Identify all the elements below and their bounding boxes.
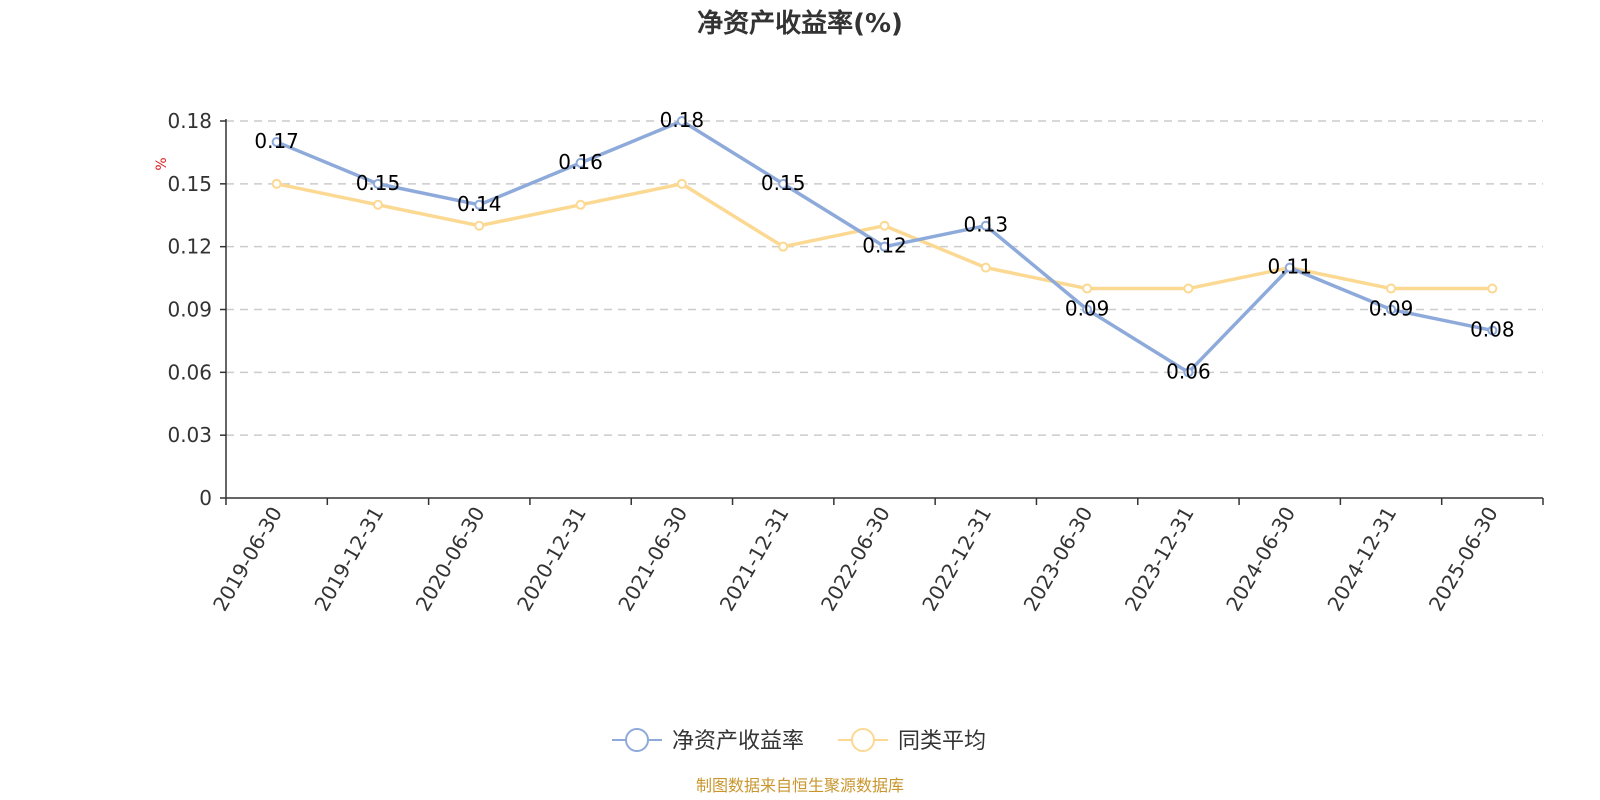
data-label: 0.17 [254,129,299,153]
series-point[interactable] [778,241,789,252]
x-tick-label: 2022-06-30 [816,503,895,616]
data-labels: 0.17 0.15 0.14 0.16 0.18 0.15 0.12 0.13 0.09 0.06… [254,108,1514,383]
series-lines [271,116,1498,378]
legend-item-1[interactable]: 同类平均 [838,728,986,754]
series-point[interactable] [1082,304,1093,315]
series-point[interactable] [372,178,383,189]
legend-marker [625,728,649,752]
series-point[interactable] [879,241,890,252]
data-label: 0.15 [356,171,401,195]
y-tick-label: 0 [199,486,212,510]
data-label: 0.12 [862,234,907,258]
series-point[interactable] [575,157,586,168]
legend[interactable]: 净资产收益率 同类平均 [612,728,986,754]
series-point[interactable] [980,220,991,231]
series-point[interactable] [980,262,991,273]
x-tick-label: 2024-12-31 [1322,503,1401,616]
series-point[interactable] [1183,283,1194,294]
series-point[interactable] [1386,283,1397,294]
y-tick-label: 0.03 [167,423,212,447]
series-point[interactable] [474,199,485,210]
y-tick-label: 0.06 [167,360,212,384]
series-point[interactable] [1284,262,1295,273]
series-point[interactable] [676,178,687,189]
series-point[interactable] [575,199,586,210]
x-tick-label: 2025-06-30 [1424,503,1503,616]
legend-item-0[interactable]: 净资产收益率 [612,728,804,754]
series-point[interactable] [1487,325,1498,336]
series-point[interactable] [1082,283,1093,294]
legend-label: 同类平均 [898,729,986,754]
data-label: 0.11 [1267,255,1312,279]
data-label: 0.14 [457,192,502,216]
x-tick-label: 2020-12-31 [512,503,591,616]
series-point[interactable] [1487,283,1498,294]
data-label: 0.16 [558,150,603,174]
data-label: 0.18 [660,108,705,132]
legend-label: 净资产收益率 [672,729,804,754]
data-source-note: 制图数据来自恒生聚源数据库 [696,776,904,795]
data-label: 0.06 [1166,359,1211,383]
x-tick-label: 2021-06-30 [613,503,692,616]
y-axis-unit-label: % [154,157,170,170]
data-label: 0.08 [1470,317,1515,341]
series-point[interactable] [271,136,282,147]
x-tick-label: 2021-12-31 [715,503,794,616]
x-tick-label: 2024-06-30 [1221,503,1300,616]
series-point[interactable] [676,116,687,126]
y-tick-label: 0.15 [167,172,212,196]
legend-marker [851,728,875,752]
x-tick-label: 2019-06-30 [208,503,287,616]
x-tick-label: 2023-06-30 [1019,503,1098,616]
x-tick-labels: 2019-06-30 2019-12-31 2020-06-30 2020-12-31… [208,502,1503,615]
series-point[interactable] [474,220,485,231]
axes [220,119,1544,505]
x-tick-label: 2022-12-31 [917,502,996,615]
data-label: 0.09 [1369,297,1414,321]
x-tick-label: 2019-12-31 [309,503,388,616]
series-point[interactable] [372,199,383,210]
y-tick-label: 0.18 [167,109,212,133]
series-point[interactable] [1183,367,1194,378]
x-tick-label: 2023-12-31 [1120,503,1199,616]
data-label: 0.13 [964,213,1009,237]
series-point[interactable] [879,220,890,231]
series-point[interactable] [1386,304,1397,315]
y-tick-label: 0.12 [167,235,212,259]
x-tick-label: 2020-06-30 [411,503,490,616]
y-tick-label: 0.09 [167,298,212,322]
series-point[interactable] [271,178,282,189]
series-point[interactable] [778,178,789,189]
data-label: 0.15 [761,171,806,195]
y-tick-labels: 0 0.03 0.06 0.09 0.12 0.15 0.18 [167,109,212,510]
data-label: 0.09 [1065,297,1110,321]
chart-title: 净资产收益率(%) [697,8,903,39]
